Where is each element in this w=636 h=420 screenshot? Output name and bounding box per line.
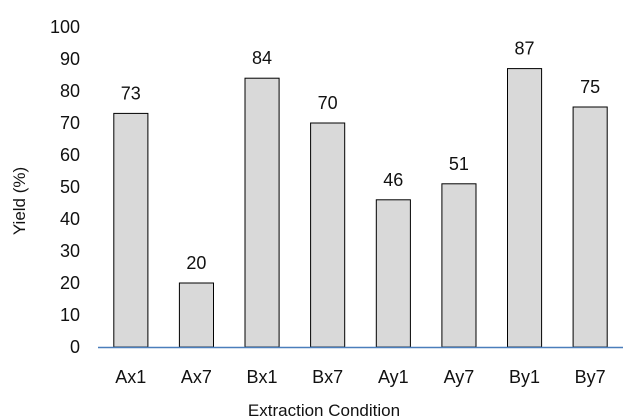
data-label-ay7: 51	[449, 154, 469, 174]
bars-group	[113, 68, 608, 348]
data-label-bx7: 70	[318, 93, 338, 113]
data-label-ay1: 46	[383, 170, 403, 190]
data-label-by1: 87	[515, 39, 535, 59]
bar-ax7	[178, 282, 214, 348]
y-tick-label: 20	[60, 273, 80, 293]
x-axis-title: Extraction Condition	[248, 401, 400, 420]
y-tick-label: 0	[70, 337, 80, 357]
x-tick-label-bx7: Bx7	[312, 367, 343, 387]
bar-ay7	[441, 183, 477, 348]
x-tick-label-by1: By1	[509, 367, 540, 387]
y-tick-label: 60	[60, 145, 80, 165]
x-tick-label-bx1: Bx1	[247, 367, 278, 387]
bar-ay1	[375, 199, 411, 348]
y-tick-label: 40	[60, 209, 80, 229]
data-label-bx1: 84	[252, 48, 272, 68]
y-axis: 0 10 20 30 40 50 60 70 80 90 100	[50, 17, 80, 357]
y-tick-label: 30	[60, 241, 80, 261]
data-label-ax1: 73	[121, 83, 141, 103]
y-tick-label: 50	[60, 177, 80, 197]
y-tick-label: 80	[60, 81, 80, 101]
data-label-ax7: 20	[186, 253, 206, 273]
bar-ax1	[113, 112, 149, 348]
x-tick-label-ay7: Ay7	[444, 367, 475, 387]
bar-bx7	[310, 122, 346, 348]
y-tick-label: 10	[60, 305, 80, 325]
x-tick-label-ax1: Ax1	[115, 367, 146, 387]
data-labels-group: 73 20 84 70 46 51 87 75	[121, 39, 600, 273]
x-axis: Ax1 Ax7 Bx1 Bx7 Ay1 Ay7 By1 By7	[98, 346, 623, 387]
bar-by7	[572, 106, 608, 348]
y-axis-title: Yield (%)	[10, 167, 29, 235]
x-tick-label-by7: By7	[575, 367, 606, 387]
x-tick-label-ax7: Ax7	[181, 367, 212, 387]
bar-bx1	[244, 77, 280, 348]
y-tick-label: 100	[50, 17, 80, 37]
y-tick-label: 70	[60, 113, 80, 133]
bar-by1	[507, 68, 543, 348]
x-tick-label-ay1: Ay1	[378, 367, 409, 387]
data-label-by7: 75	[580, 77, 600, 97]
y-tick-label: 90	[60, 49, 80, 69]
